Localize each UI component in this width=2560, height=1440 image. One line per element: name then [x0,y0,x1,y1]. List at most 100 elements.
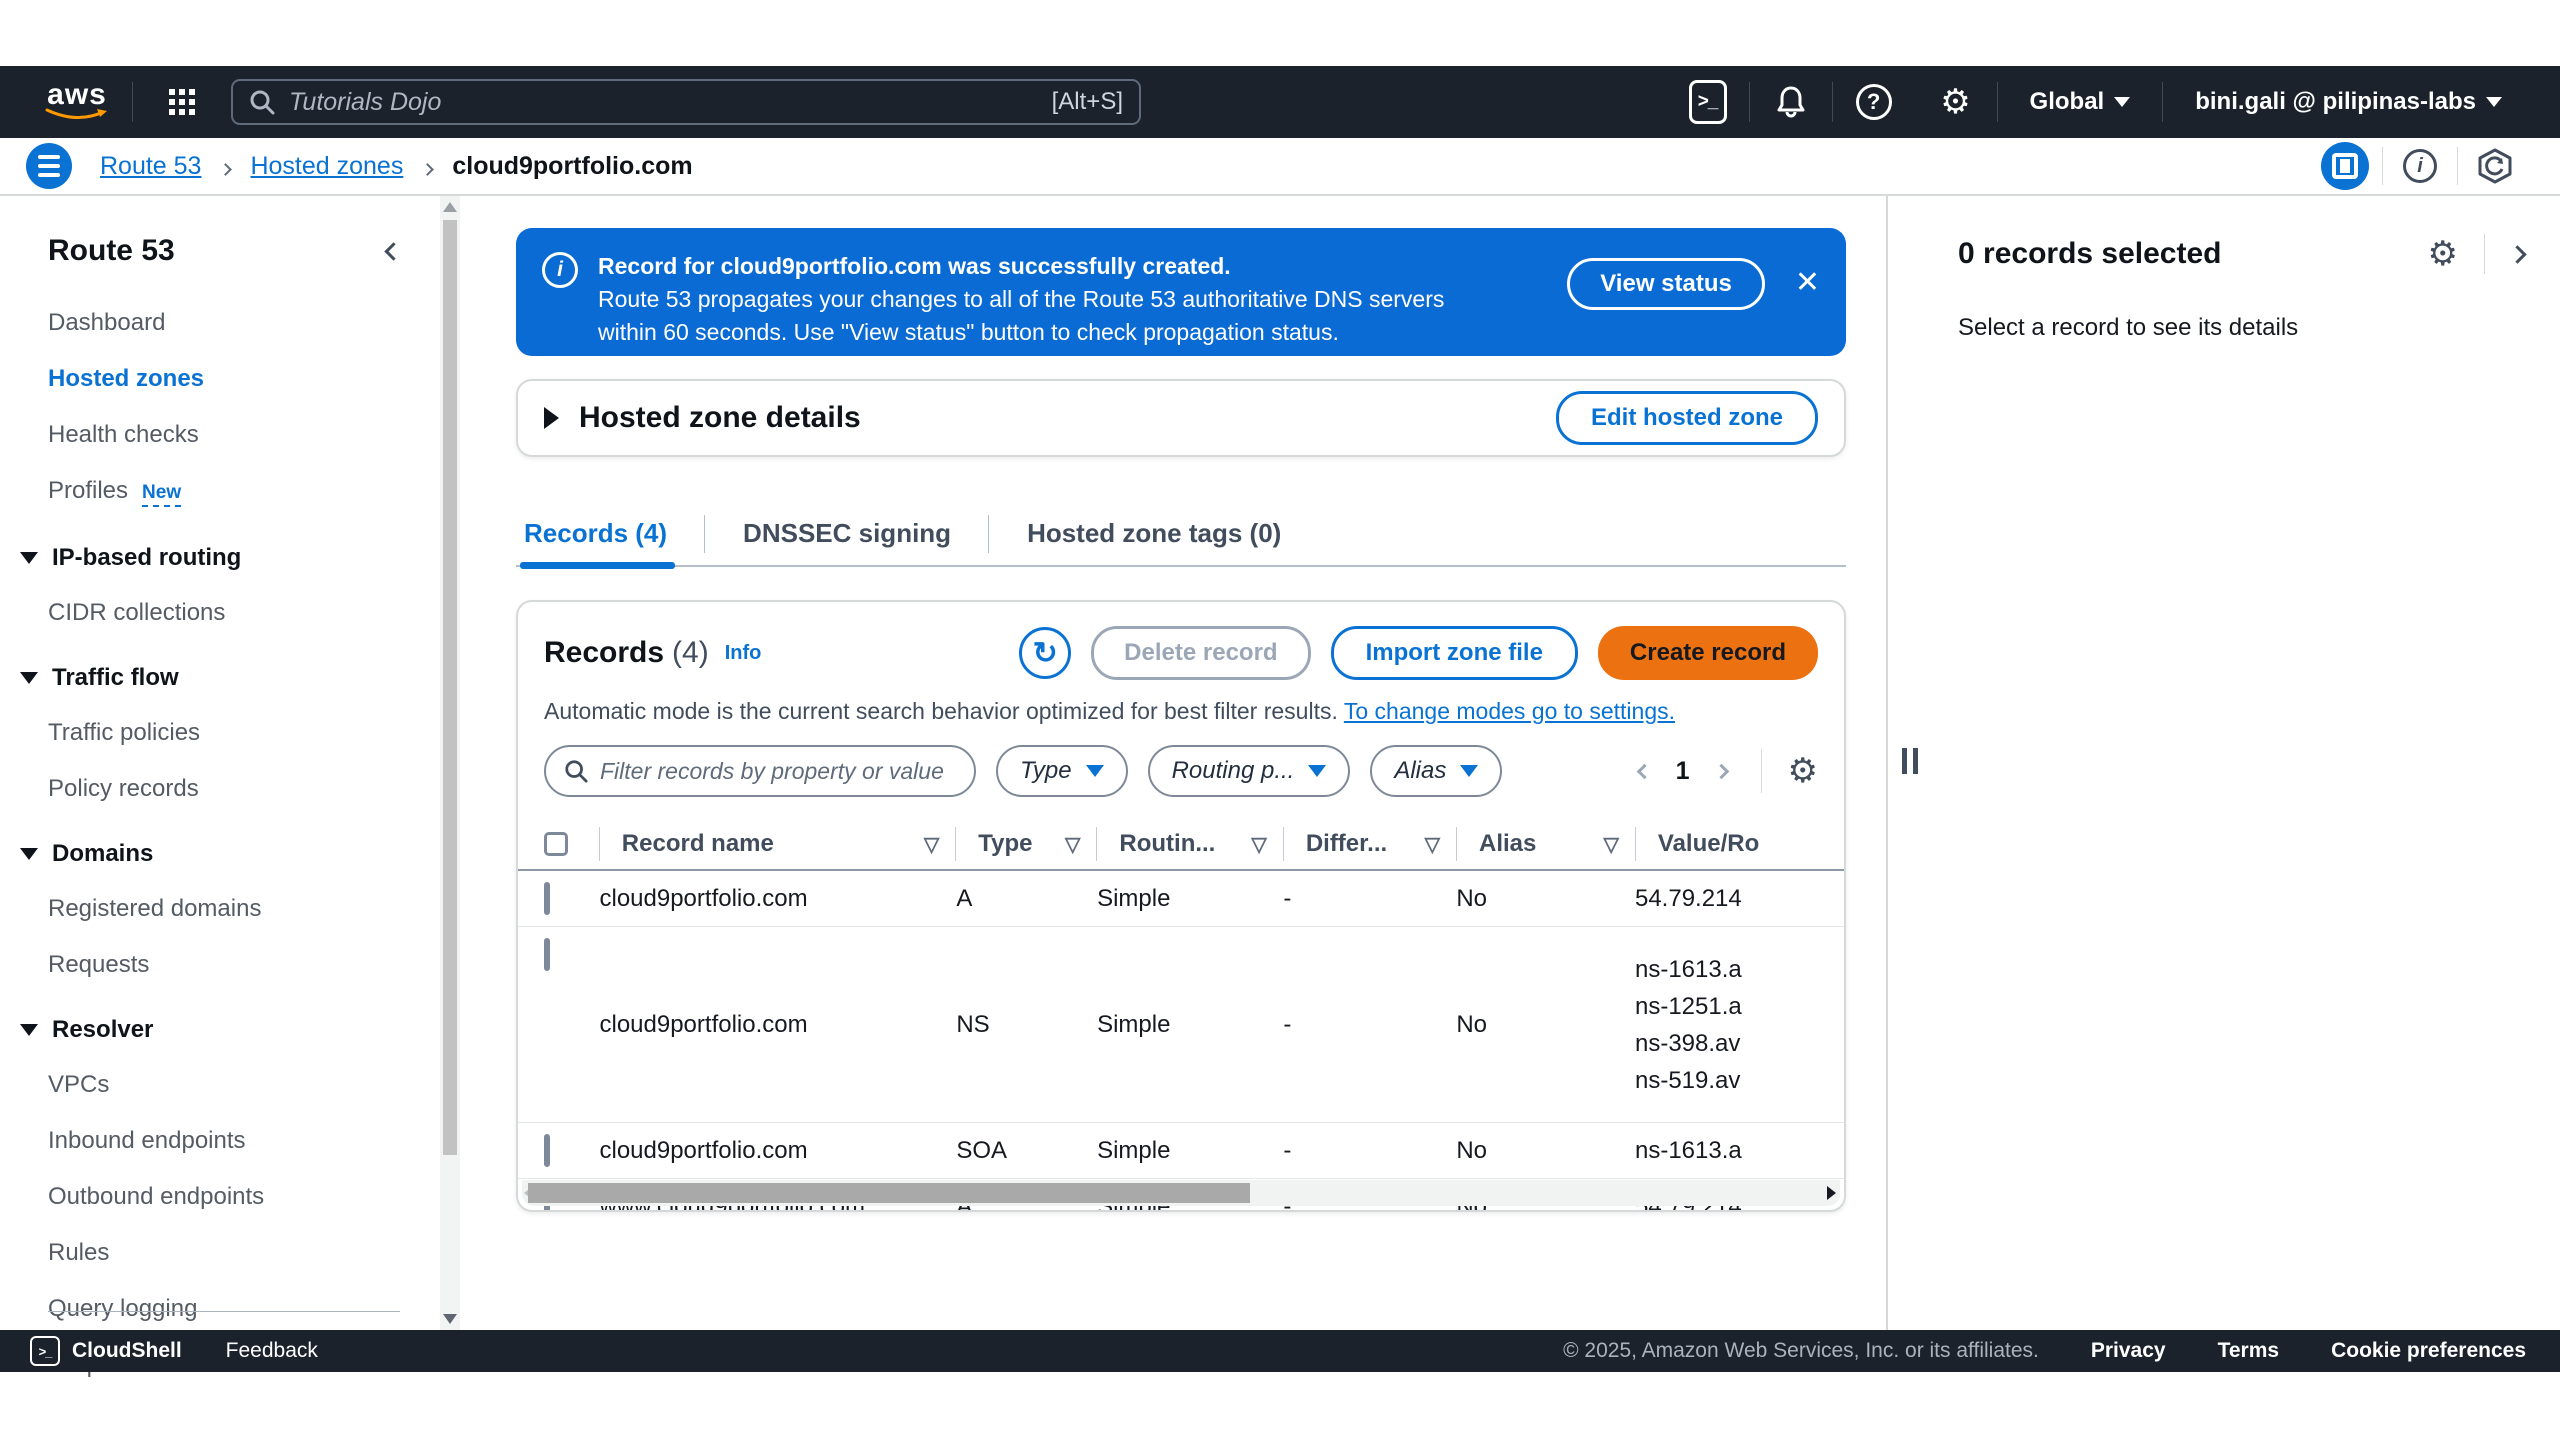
footer-cookie-preferences-link[interactable]: Cookie preferences [2331,1339,2526,1362]
aws-smile-icon [45,108,107,119]
sidebar-item-hosted-zones[interactable]: Hosted zones [48,365,205,392]
sidebar-collapse-icon[interactable] [384,241,403,261]
next-page-icon[interactable] [1713,763,1729,779]
chevron-down-icon [1085,765,1104,777]
sidebar-section-resolver[interactable]: Resolver [20,1016,460,1044]
account-menu[interactable]: bini.gali @ pilipinas-labs [2163,66,2534,138]
cloudshell-icon[interactable]: >_ [30,1336,60,1366]
account-label: bini.gali @ pilipinas-labs [2195,88,2476,115]
footer-cloudshell-link[interactable]: CloudShell [72,1339,182,1362]
collapse-panel-icon[interactable] [2508,244,2527,264]
row-checkbox[interactable] [544,1133,550,1167]
column-differentiator[interactable]: Differ... ▽ [1282,827,1456,861]
info-icon[interactable]: i [2383,149,2457,183]
type-filter-dropdown[interactable]: Type [996,745,1128,797]
sidebar-item-requests[interactable]: Requests [48,951,150,978]
scrollbar-thumb[interactable] [443,220,457,1155]
refresh-button[interactable]: ↻ [1019,627,1072,679]
change-modes-link[interactable]: To change modes go to settings. [1343,698,1675,724]
search-icon [250,90,275,115]
cloudshell-icon[interactable]: >_ [1667,66,1749,138]
info-icon: i [542,252,578,288]
sidebar-item-profiles[interactable]: Profiles New [48,476,460,508]
scroll-down-icon[interactable] [443,1314,457,1324]
sidebar-item-health-checks[interactable]: Health checks [48,421,199,448]
row-checkbox[interactable] [544,938,550,971]
table-row[interactable]: cloud9portfolio.com A Simple - No 54.79.… [518,871,1844,927]
column-record-name[interactable]: Record name ▽ [598,827,955,861]
search-input[interactable] [289,87,1042,117]
close-icon[interactable]: ✕ [1794,266,1820,299]
hexagon-service-icon[interactable] [2458,147,2532,185]
page-number[interactable]: 1 [1675,756,1690,785]
table-preferences-gear-icon[interactable]: ⚙ [1787,752,1818,790]
scroll-right-icon[interactable] [1827,1186,1836,1200]
table-horizontal-scrollbar[interactable] [522,1180,1840,1206]
sort-icon[interactable]: ▽ [1424,833,1441,856]
scroll-up-icon[interactable] [443,202,457,212]
sidebar-menu-button[interactable] [26,143,72,189]
breadcrumb-hosted-zones-link[interactable]: Hosted zones [250,151,404,180]
sidebar-section-domains[interactable]: Domains [20,840,460,868]
table-row[interactable]: cloud9portfolio.com NS Simple - No ns-16… [518,927,1844,1123]
column-type[interactable]: Type ▽ [955,827,1096,861]
split-panel-icon[interactable] [2308,142,2382,190]
zone-tabs: Records (4) DNSSEC signing Hosted zone t… [516,501,1846,569]
import-zone-file-button[interactable]: Import zone file [1330,626,1578,680]
sidebar-scrollbar[interactable] [440,196,460,1330]
help-icon[interactable]: ? [1833,66,1915,138]
sidebar-item-inbound-endpoints[interactable]: Inbound endpoints [48,1127,246,1154]
scrollbar-thumb[interactable] [528,1183,1250,1203]
notifications-bell-icon[interactable] [1750,66,1832,138]
filter-records-input-wrap[interactable] [544,745,976,797]
aws-logo[interactable]: aws [22,80,132,122]
settings-gear-icon[interactable]: ⚙ [1940,83,1971,121]
records-info-link[interactable]: Info [724,641,762,664]
column-alias[interactable]: Alias ▽ [1456,827,1635,861]
edit-hosted-zone-button[interactable]: Edit hosted zone [1556,391,1818,445]
tab-dnssec-signing[interactable]: DNSSEC signing [705,501,990,565]
breadcrumb-route53-link[interactable]: Route 53 [100,151,202,180]
panel-preferences-gear-icon[interactable]: ⚙ [2427,235,2458,273]
expand-triangle-icon[interactable] [544,407,559,429]
sidebar-item-dashboard[interactable]: Dashboard [48,309,166,336]
sidebar-item-cidr-collections[interactable]: CIDR collections [48,599,226,626]
column-value[interactable]: Value/Ro [1634,827,1844,861]
sidebar-section-ip-based-routing[interactable]: IP-based routing [20,544,460,572]
row-checkbox[interactable] [544,881,550,915]
sort-icon[interactable]: ▽ [923,833,940,856]
records-table: Record name ▽ Type ▽ Routin... ▽ Differ... ▽ [518,819,1844,1210]
create-record-button[interactable]: Create record [1597,626,1818,680]
delete-record-button[interactable]: Delete record [1091,626,1311,680]
footer-feedback-link[interactable]: Feedback [225,1339,318,1362]
sidebar-item-vpcs[interactable]: VPCs [48,1071,110,1098]
sidebar-item-query-logging[interactable]: Query logging [48,1295,198,1322]
sort-icon[interactable]: ▽ [1251,833,1267,856]
services-grid-icon[interactable] [169,89,195,115]
tab-records[interactable]: Records (4) [516,501,706,569]
panel-resize-handle[interactable] [1902,748,1918,774]
sidebar-item-traffic-policies[interactable]: Traffic policies [48,719,201,746]
global-search[interactable]: [Alt+S] [231,79,1141,125]
sort-icon[interactable]: ▽ [1064,833,1081,856]
table-row[interactable]: cloud9portfolio.com SOA Simple - No ns-1… [518,1123,1844,1179]
sidebar-item-registered-domains[interactable]: Registered domains [48,895,262,922]
alias-filter-dropdown[interactable]: Alias [1370,745,1503,797]
sort-icon[interactable]: ▽ [1603,833,1619,856]
routing-policy-filter-dropdown[interactable]: Routing p... [1147,745,1351,797]
topnav-right-controls: >_ ? ⚙ Global bini.gali @ pilipinas-labs [1667,66,2534,138]
column-routing-policy[interactable]: Routin... ▽ [1096,827,1282,861]
filter-records-input[interactable] [600,757,956,785]
sidebar-section-traffic-flow[interactable]: Traffic flow [20,664,460,692]
previous-page-icon[interactable] [1636,763,1652,779]
sidebar-item-outbound-endpoints[interactable]: Outbound endpoints [48,1183,265,1210]
select-all-checkbox[interactable] [544,832,568,856]
footer-privacy-link[interactable]: Privacy [2090,1339,2166,1362]
region-selector[interactable]: Global [1998,66,2163,138]
tab-hosted-zone-tags[interactable]: Hosted zone tags (0) [1027,517,1282,548]
sidebar-item-rules[interactable]: Rules [48,1239,110,1266]
view-status-button[interactable]: View status [1567,258,1765,310]
sidebar-item-policy-records[interactable]: Policy records [48,775,199,802]
footer-terms-link[interactable]: Terms [2217,1339,2280,1362]
